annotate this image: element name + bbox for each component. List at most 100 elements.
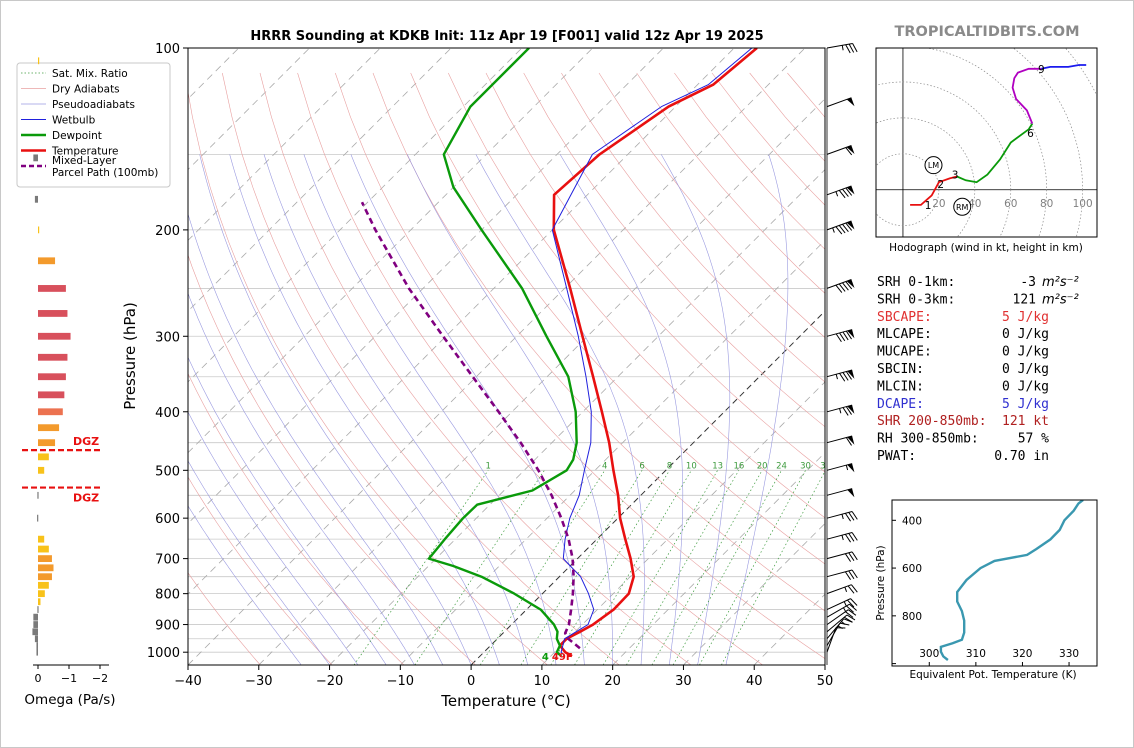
wind-barb [826, 404, 855, 416]
omega-bar [38, 573, 52, 581]
stat-label: MUCAPE: [877, 345, 932, 360]
wind-barb [826, 603, 857, 618]
barb-full [842, 282, 849, 291]
barb-full [848, 533, 855, 542]
hodograph-height-label: 9 [1038, 64, 1045, 76]
omega-tick-label: −2 [92, 672, 108, 685]
dry-adiabat [561, 72, 825, 383]
wind-barb [826, 220, 855, 235]
isotherm-line [188, 48, 664, 525]
barb-staff [826, 488, 853, 496]
dry-adiabat [485, 72, 825, 473]
barb-full [848, 512, 855, 521]
omega-panel: 0 −1 −2 DGZ DGZ Omega (Pa/s) [22, 57, 116, 708]
hodograph-height-label: 3 [952, 170, 959, 182]
mixing-ratio-line [414, 470, 545, 665]
barb-full [842, 223, 849, 232]
barb-half [843, 607, 847, 613]
hodograph-ring [876, 81, 1012, 237]
omega-bar [38, 373, 66, 381]
barb-full [845, 281, 853, 290]
theta-e-plot [939, 500, 1084, 661]
hodograph-caption: Hodograph (wind in kt, height in km) [889, 242, 1083, 254]
barb-pennant [847, 436, 855, 445]
barb-half [839, 408, 842, 414]
hodograph-segment [910, 175, 958, 206]
isotherm-line [541, 381, 825, 665]
barb-staff [826, 369, 853, 378]
pseudoadiabat [475, 154, 645, 665]
omega-bar [38, 466, 45, 474]
skewt-ylabel: Pressure (hPa) [121, 302, 139, 410]
dry-adiabat [259, 72, 692, 665]
omega-bar [38, 439, 56, 447]
isotherm-line [400, 239, 825, 665]
wind-barb [826, 369, 855, 382]
theta-e-x-tick-label: 320 [1012, 648, 1032, 660]
pseudoadiabat [188, 460, 330, 665]
hodograph-height-label: 1 [925, 200, 932, 212]
barb-full [844, 513, 851, 522]
isotherm-line [329, 168, 825, 665]
omega-bar [38, 57, 40, 65]
wind-barb [826, 185, 855, 199]
pseudoadiabat [188, 212, 444, 665]
barb-full [851, 551, 858, 561]
chart-title: HRRR Sounding at KDKB Init: 11z Apr 19 [… [250, 29, 763, 44]
barb-full [845, 44, 851, 54]
barb-half [837, 625, 843, 630]
mixing-ratio-line [651, 470, 763, 665]
x-tick-label: 0 [467, 674, 475, 689]
hodograph-height-label: 6 [1027, 128, 1034, 140]
wind-barb [826, 598, 858, 611]
wind-barb [826, 551, 858, 562]
barb-staff [826, 329, 853, 337]
omega-bar [38, 598, 41, 606]
mixing-ratio-label: 8 [667, 461, 672, 471]
theta-e-x-tick-label: 330 [1059, 648, 1079, 660]
hodograph-panel: 20 40 60 80 100 123 6 9 LM RM Hodograph (wind in … [875, 47, 1098, 254]
omega-tick-label: 0 [35, 672, 42, 685]
dry-adiabat [824, 73, 825, 74]
omega-bar [36, 648, 38, 656]
theta-e-y-tick-label: 800 [902, 611, 922, 623]
stat-value: 0 J/kg [1002, 345, 1049, 360]
barb-full [845, 611, 854, 618]
surface-temperature-label: 49F [552, 652, 573, 663]
dry-adiabat [188, 572, 261, 665]
dry-adiabat [222, 72, 620, 665]
barb-staff [826, 627, 837, 653]
mixing-ratio-label: 20 [757, 461, 768, 471]
stat-value: 5 J/kg [1002, 310, 1049, 325]
wind-barb [826, 279, 855, 293]
barb-staff [826, 463, 853, 471]
storm-motion-label: RM [956, 203, 969, 212]
barb-full [844, 571, 851, 580]
y-tick-label: 100 [155, 42, 180, 57]
theta-e-frame [891, 499, 1098, 667]
barb-full [847, 585, 855, 594]
omega-bar [38, 535, 45, 543]
skewt-series [360, 48, 758, 658]
dry-adiabat [297, 72, 763, 665]
omega-xlabel: Omega (Pa/s) [24, 692, 115, 708]
barb-full [845, 371, 852, 380]
series-temperature [552, 48, 758, 658]
dgz-label: DGZ [73, 492, 99, 505]
barb-half [845, 464, 849, 471]
x-tick-label: −30 [245, 674, 272, 689]
omega-bar [38, 391, 65, 399]
pseudoadiabat [303, 154, 557, 665]
barb-staff [826, 614, 848, 633]
barb-pennant [847, 405, 855, 414]
omega-bar [34, 635, 38, 643]
wind-barb [826, 614, 856, 633]
stat-unit: m²s⁻² [1042, 275, 1079, 290]
barb-full [845, 437, 852, 446]
pseudoadiabat [407, 154, 614, 665]
stat-label: DCAPE: [877, 397, 924, 412]
mixing-ratio-label: 13 [712, 461, 723, 471]
stat-label: PWAT: [877, 449, 916, 464]
stat-value: 5 J/kg [1002, 397, 1049, 412]
barb-full [845, 406, 852, 415]
